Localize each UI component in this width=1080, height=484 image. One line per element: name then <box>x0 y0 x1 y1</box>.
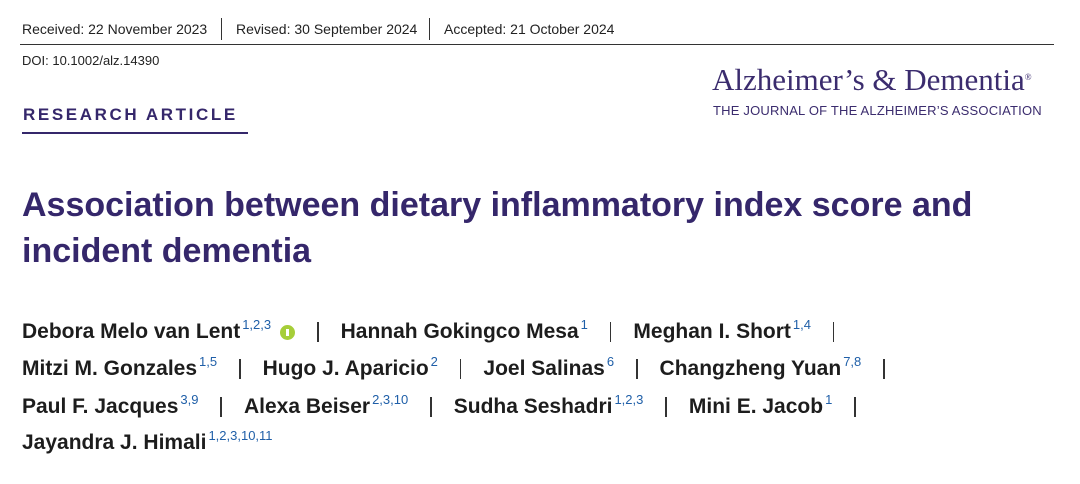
affiliation: 2 <box>430 354 438 369</box>
affiliation: 1,2,3,10,11 <box>208 428 273 443</box>
author-name: Mini E. Jacob <box>688 395 824 418</box>
affiliation: 3,9 <box>180 392 199 407</box>
affiliation: 1 <box>580 317 588 332</box>
author-name: Alexa Beiser <box>243 395 371 418</box>
article-type: RESEARCH ARTICLE <box>23 105 238 124</box>
affiliation: 1,5 <box>199 354 218 369</box>
header-rule <box>20 44 1054 45</box>
author: Jayandra J. Himali 1,2,3,10,11 <box>22 428 273 455</box>
author-name: Hugo J. Aparicio <box>262 357 429 380</box>
author-name: Meghan I. Short <box>633 320 791 343</box>
article-type-rule <box>22 132 248 134</box>
registered-mark: ® <box>1024 72 1032 82</box>
author: Paul F. Jacques 3,9 <box>22 392 199 419</box>
orcid-icon[interactable] <box>280 324 296 340</box>
received: Received: 22 November 2023 <box>22 21 208 37</box>
separator <box>317 322 319 342</box>
author-name: Jayandra J. Himali <box>22 431 207 454</box>
separator <box>636 359 638 379</box>
author: Alexa Beiser 2,3,10 <box>243 392 409 419</box>
separator <box>832 322 835 342</box>
affiliation: 1,2,3 <box>242 317 272 332</box>
author: Meghan I. Short 1,4 <box>633 317 811 344</box>
revised: Revised: 30 September 2024 <box>236 21 418 37</box>
author-line: Debora Melo van Lent 1,2,3 Hannah Gokingco… <box>22 317 856 344</box>
author-name: Sudha Seshadri <box>453 395 613 418</box>
affiliation: 2,3,10 <box>372 392 409 407</box>
author-name: Mitzi M. Gonzales <box>22 357 198 380</box>
author-name: Debora Melo van Lent <box>22 320 241 343</box>
separator <box>221 18 222 40</box>
author-name: Paul F. Jacques <box>22 395 179 418</box>
affiliation: 1,2,3 <box>614 392 644 407</box>
separator <box>459 359 462 379</box>
article-title: Association between dietary inflammatory… <box>22 186 973 270</box>
author: Joel Salinas 6 <box>483 354 615 381</box>
separator <box>429 18 430 40</box>
separator <box>854 397 856 417</box>
affiliation: 1,4 <box>792 317 811 332</box>
journal-name-text: Alzheimer’s & Dementia <box>712 62 1025 97</box>
separator <box>609 322 612 342</box>
author-line: Jayandra J. Himali 1,2,3,10,11 <box>22 428 273 455</box>
author: Debora Melo van Lent 1,2,3 <box>22 317 296 344</box>
separator <box>239 359 241 379</box>
journal-subtitle: THE JOURNAL OF THE ALZHEIMER’S ASSOCIATI… <box>713 103 1042 118</box>
author-line: Paul F. Jacques 3,9 Alexa Beiser 2,3,10 Sudh… <box>22 392 878 419</box>
author: Mitzi M. Gonzales 1,5 <box>22 354 218 381</box>
journal-name: Alzheimer’s & Dementia® <box>712 62 1032 98</box>
separator <box>430 397 432 417</box>
separator <box>883 359 885 379</box>
separator <box>220 397 222 417</box>
author: Mini E. Jacob 1 <box>688 392 833 419</box>
author-name: Changzheng Yuan <box>659 357 842 380</box>
author: Changzheng Yuan 7,8 <box>659 354 862 381</box>
author: Sudha Seshadri 1,2,3 <box>453 392 644 419</box>
affiliation: 7,8 <box>843 354 862 369</box>
separator <box>665 397 667 417</box>
affiliation: 6 <box>606 354 615 369</box>
author-line: Mitzi M. Gonzales 1,5 Hugo J. Aparicio 2 Joe… <box>22 354 907 381</box>
doi: DOI: 10.1002/alz.14390 <box>22 53 160 68</box>
accepted: Accepted: 21 October 2024 <box>444 21 615 37</box>
author-name: Hannah Gokingco Mesa <box>340 320 579 343</box>
author: Hannah Gokingco Mesa 1 <box>340 317 588 344</box>
affiliation: 1 <box>825 392 833 407</box>
author-name: Joel Salinas <box>483 357 605 380</box>
author: Hugo J. Aparicio 2 <box>262 354 438 381</box>
